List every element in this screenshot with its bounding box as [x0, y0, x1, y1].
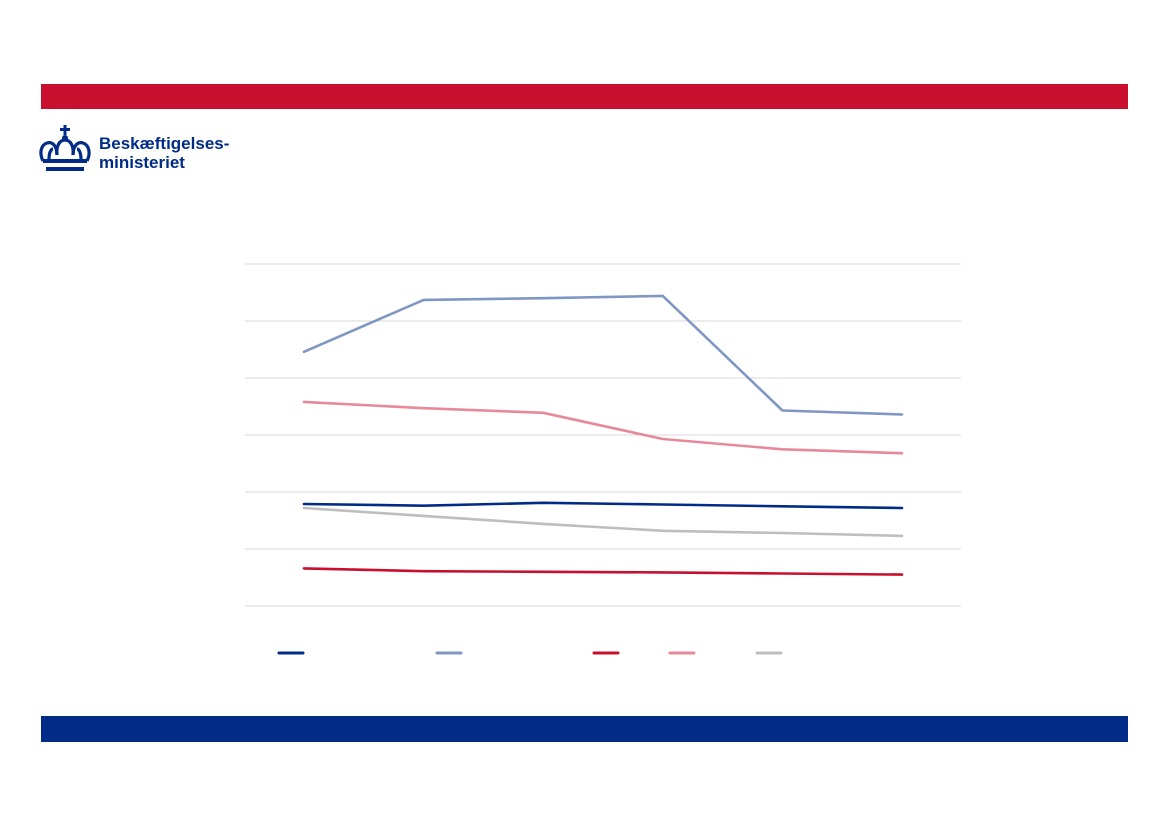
ministry-name: Beskæftigelses- ministeriet [99, 134, 229, 172]
ministry-logo: Beskæftigelses- ministeriet [39, 125, 279, 175]
series-lines [302, 294, 904, 576]
series-line-1 [302, 501, 904, 510]
ministry-name-line1: Beskæftigelses- [99, 134, 230, 153]
bottom-blue-band [41, 716, 1128, 742]
series-line-5 [302, 506, 904, 538]
series-line-3 [302, 567, 904, 576]
ministry-name-line2: ministeriet [99, 153, 185, 172]
series-line-4 [302, 400, 904, 455]
gridlines [245, 263, 961, 607]
crown-icon [39, 125, 91, 171]
top-red-band [41, 84, 1128, 109]
series-line-2 [302, 294, 904, 416]
